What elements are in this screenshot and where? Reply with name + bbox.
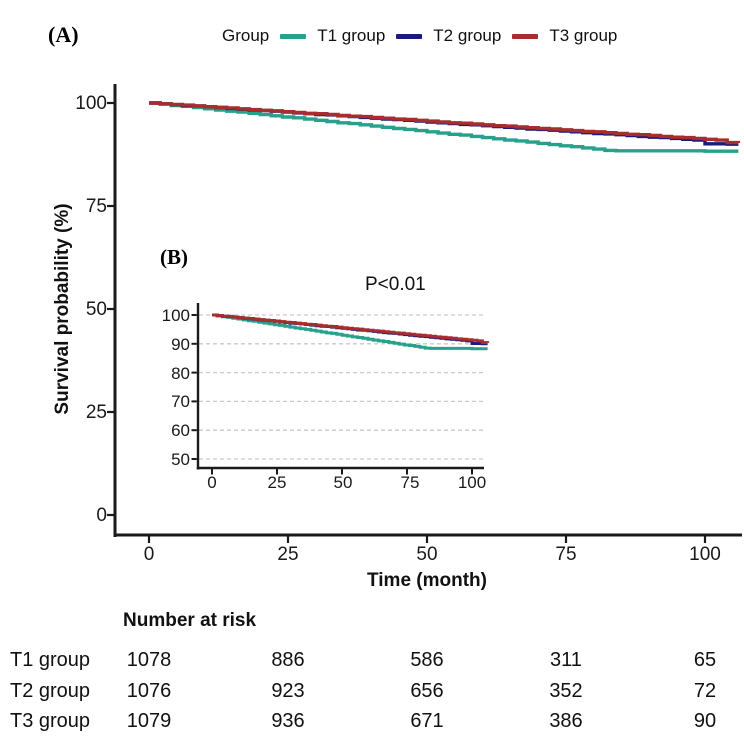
main-x-tick-75: 75	[555, 544, 577, 565]
risk-value: 1079	[126, 710, 172, 732]
inset-y-tick-60: 60	[171, 421, 190, 440]
inset-y-tick-90: 90	[171, 335, 190, 354]
risk-row-label-t1: T1 group	[10, 649, 91, 671]
main-y-tick-100: 100	[75, 93, 107, 114]
main-y-tick-50: 50	[85, 299, 107, 320]
risk-value: 72	[693, 680, 717, 702]
t3-color-swatch	[512, 33, 539, 39]
risk-row-label-t2: T2 group	[10, 680, 91, 702]
risk-value: 671	[410, 710, 444, 732]
risk-value: 1078	[126, 649, 172, 671]
legend-item-t3: T3 group	[549, 26, 618, 45]
risk-value: 65	[693, 649, 717, 671]
inset-y-tick-50: 50	[171, 450, 190, 469]
legend-item-t1: T1 group	[317, 26, 386, 45]
risk-value: 90	[693, 710, 717, 732]
inset-x-tick-25: 25	[267, 473, 287, 492]
risk-value: 656	[410, 680, 444, 702]
main-x-tick-50: 50	[416, 544, 438, 565]
panel-a-label: (A)	[48, 22, 79, 47]
legend-item-t2: T2 group	[433, 26, 502, 45]
panel-b-label: (B)	[160, 245, 188, 269]
risk-value: 386	[549, 710, 583, 732]
t2-color-swatch	[396, 33, 423, 39]
risk-value: 1076	[126, 680, 172, 702]
inset-y-tick-80: 80	[171, 364, 190, 383]
risk-value: 586	[410, 649, 444, 671]
risk-value: 886	[271, 649, 305, 671]
risk-table-title: Number at risk	[123, 610, 257, 631]
inset-x-tick-0: 0	[207, 473, 217, 492]
risk-value: 352	[549, 680, 583, 702]
main-y-tick-75: 75	[85, 196, 107, 217]
main-x-tick-25: 25	[277, 544, 299, 565]
main-y-tick-0: 0	[96, 505, 107, 526]
risk-row-label-t3: T3 group	[10, 710, 91, 732]
risk-value: 936	[271, 710, 305, 732]
inset-x-tick-50: 50	[333, 473, 353, 492]
main-y-tick-25: 25	[85, 402, 107, 423]
x-axis-title: Time (month)	[367, 570, 487, 591]
inset-x-tick-100: 100	[457, 473, 487, 492]
legend: Group T1 group T2 group T3 group	[222, 26, 617, 46]
inset-x-tick-75: 75	[400, 473, 420, 492]
main-x-tick-0: 0	[143, 544, 155, 565]
t1-color-swatch	[280, 33, 307, 39]
p-value-annotation: P<0.01	[365, 274, 426, 295]
risk-value: 923	[271, 680, 305, 702]
main-x-tick-100: 100	[689, 544, 721, 565]
y-axis-title: Survival probability (%)	[52, 203, 73, 415]
legend-title: Group	[222, 26, 270, 45]
inset-y-tick-70: 70	[171, 392, 190, 411]
risk-value: 311	[550, 649, 582, 671]
inset-y-tick-100: 100	[161, 306, 190, 325]
